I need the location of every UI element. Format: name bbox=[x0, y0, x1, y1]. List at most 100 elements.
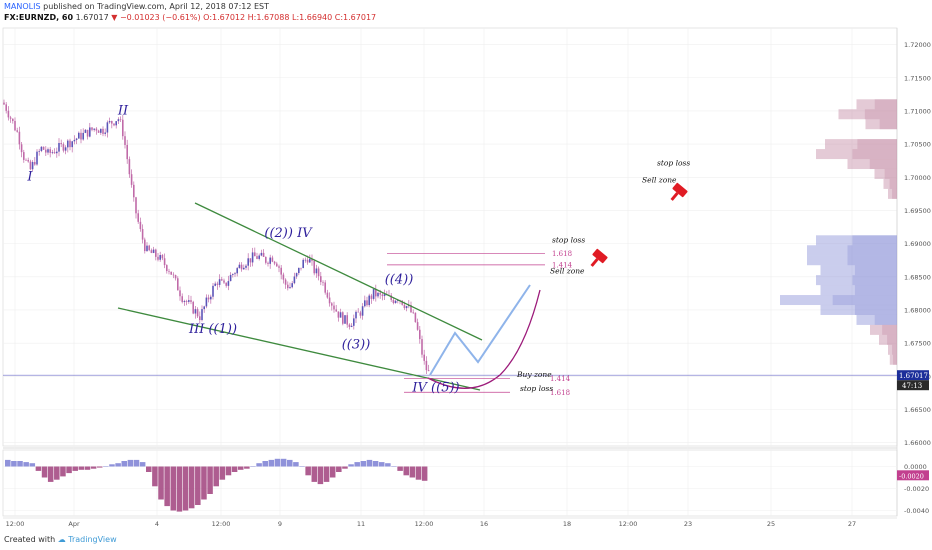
header-quote: FX:EURNZD, 60 1.67017 ▼ −0.01023 (−0.61%… bbox=[4, 13, 376, 22]
wave-label: III ((1)) bbox=[188, 322, 237, 337]
candle-body bbox=[166, 265, 168, 272]
fib-level-label: 1.618 bbox=[550, 389, 570, 397]
candle-body bbox=[317, 268, 320, 277]
oscillator-bar bbox=[274, 458, 281, 467]
oscillator-bar bbox=[182, 466, 189, 511]
oscillator-bar bbox=[195, 466, 201, 505]
candle-body bbox=[416, 322, 419, 330]
candle-body bbox=[262, 252, 265, 257]
oscillator-bar bbox=[103, 466, 109, 467]
volume-profile-bar bbox=[883, 178, 897, 189]
oscillator-bar bbox=[329, 466, 336, 478]
candle-body bbox=[71, 141, 73, 148]
oscillator-bar bbox=[397, 466, 403, 471]
candle-body bbox=[157, 256, 159, 260]
candle-body bbox=[97, 130, 100, 133]
candle-body bbox=[78, 132, 80, 139]
oscillator-bar bbox=[421, 466, 428, 481]
volume-profile-bar bbox=[825, 139, 897, 150]
candle-body bbox=[150, 250, 153, 253]
candle-body bbox=[45, 149, 47, 153]
candle-body bbox=[339, 312, 342, 318]
candle-body bbox=[133, 184, 135, 198]
candle-body bbox=[3, 102, 5, 105]
volume-profile-bar-inner bbox=[857, 139, 897, 150]
volume-profile-bar bbox=[820, 285, 897, 296]
oscillator-bar bbox=[305, 466, 311, 476]
last-price: 1.67017 bbox=[75, 13, 109, 22]
candle-body bbox=[342, 312, 344, 324]
y-tick-label: 1.68500 bbox=[904, 273, 931, 281]
candle-body bbox=[405, 306, 408, 309]
y-tick-label: 1.69000 bbox=[904, 240, 931, 248]
symbol-label[interactable]: FX:EURNZD, 60 bbox=[4, 13, 74, 22]
author-link[interactable]: MANOLIS bbox=[4, 2, 41, 11]
candle-body bbox=[29, 161, 32, 170]
candle-body bbox=[27, 159, 29, 162]
volume-profile-bar bbox=[847, 159, 897, 170]
volume-profile-bar bbox=[820, 265, 897, 276]
x-tick-label: 12:00 bbox=[415, 520, 434, 528]
volume-profile-bar-inner bbox=[892, 188, 897, 199]
candle-body bbox=[201, 309, 203, 321]
volume-profile-bar-inner bbox=[852, 235, 897, 246]
candle-body bbox=[254, 252, 256, 257]
candle-body bbox=[139, 221, 142, 230]
x-tick-label: 9 bbox=[278, 520, 282, 528]
osc-tick-label: -0.0040 bbox=[904, 507, 929, 515]
oscillator-bar bbox=[78, 466, 85, 470]
y-tick-label: 1.67500 bbox=[904, 340, 931, 348]
candle-body bbox=[130, 174, 133, 185]
x-tick-label: 23 bbox=[684, 520, 692, 528]
candle-body bbox=[152, 249, 155, 253]
volume-profile-bar-inner bbox=[854, 285, 897, 296]
candle-body bbox=[67, 140, 69, 148]
candle-body bbox=[80, 132, 82, 140]
oscillator-histogram bbox=[5, 458, 428, 512]
oscillator-bar bbox=[391, 466, 397, 467]
volume-profile-bar bbox=[816, 275, 897, 286]
oscillator-bar bbox=[133, 459, 140, 467]
volume-profile-bar-inner bbox=[869, 159, 897, 170]
volume-profile-bar bbox=[807, 245, 897, 256]
oscillator-bar bbox=[207, 466, 213, 494]
candle-body bbox=[383, 294, 386, 297]
x-tick-label: 18 bbox=[563, 520, 571, 528]
x-tick-label: 12:00 bbox=[619, 520, 638, 528]
annotation-text: Sell zone bbox=[550, 266, 585, 275]
oscillator-bar bbox=[176, 466, 183, 512]
candle-body bbox=[335, 309, 337, 312]
volume-profile-bar-inner bbox=[893, 354, 897, 365]
candle-body bbox=[322, 282, 324, 283]
oscillator-bar bbox=[354, 462, 360, 467]
volume-profile-bar-inner bbox=[874, 99, 897, 110]
red-marker-icon bbox=[590, 248, 608, 267]
oscillator-bar bbox=[317, 466, 324, 485]
last-price-badge bbox=[897, 370, 929, 381]
candle-body bbox=[412, 312, 414, 313]
candle-body bbox=[93, 128, 95, 130]
candle-body bbox=[102, 128, 104, 134]
candle-body bbox=[247, 258, 249, 266]
candle-body bbox=[366, 300, 368, 306]
oscillator-bar bbox=[323, 466, 330, 482]
x-axis: 12:00 Apr 4 12:00 9 11 12:00 16 18 12:00 23 25 27 bbox=[6, 520, 857, 528]
oscillator-bar bbox=[385, 463, 391, 467]
candle-body bbox=[49, 149, 51, 153]
oscillator-bar bbox=[225, 466, 232, 476]
candle-body bbox=[304, 259, 307, 261]
candle-body bbox=[100, 128, 102, 133]
wave-label: IV ((5)) bbox=[411, 381, 459, 396]
candle-body bbox=[42, 146, 45, 150]
candle-body bbox=[306, 259, 309, 263]
candle-body bbox=[309, 258, 311, 263]
candle-body bbox=[421, 339, 423, 355]
candle-body bbox=[64, 147, 67, 151]
x-tick-label: 25 bbox=[767, 520, 775, 528]
candle-body bbox=[89, 127, 91, 137]
candle-body bbox=[155, 249, 157, 257]
candle-body bbox=[425, 360, 428, 371]
footer-brand[interactable]: TradingView bbox=[68, 535, 117, 544]
candle-body bbox=[287, 284, 289, 289]
